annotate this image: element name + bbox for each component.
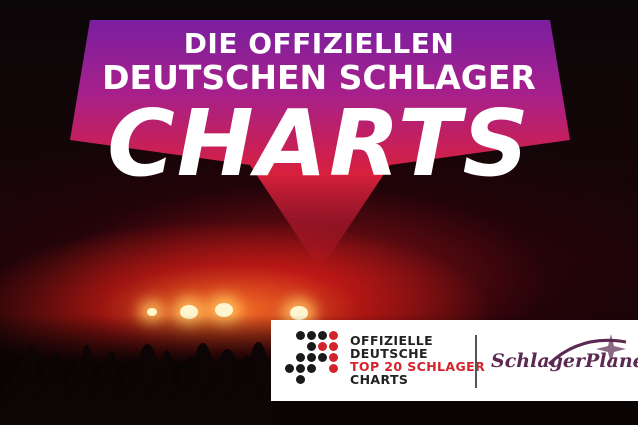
logo-dot [318,342,327,351]
headline-charts: CHARTS [107,90,531,197]
headline-line-1: DIE OFFIZIELLEN [183,27,455,60]
logo-dot [329,364,338,373]
logo-dot [307,342,316,351]
schlagerplanet-logo: SchlagerPlanet [491,350,638,372]
logo-box: OFFIZIELLE DEUTSCHE TOP 20 SCHLAGER CHAR… [271,320,638,401]
planet-arc-icon [547,334,627,366]
stage-light [147,308,157,316]
logo-dot [307,353,316,362]
logo-line-3: TOP 20 SCHLAGER [350,359,486,374]
logo-dot [296,331,305,340]
logo-dot [318,331,327,340]
logo-divider [475,335,477,388]
charts-logo-text: OFFIZIELLE DEUTSCHE TOP 20 SCHLAGER CHAR… [350,334,485,386]
logo-dot [296,353,305,362]
stage-light [215,303,233,317]
logo-dot [296,364,305,373]
headline-line-2: DEUTSCHEN SCHLAGER [102,58,536,97]
charts-dot-logo-icon [285,331,355,391]
logo-dot [329,342,338,351]
logo-dot [329,353,338,362]
logo-line-4: CHARTS [350,372,409,387]
logo-dot [307,331,316,340]
logo-dot [318,353,327,362]
logo-dot [329,331,338,340]
logo-dot [296,375,305,384]
logo-line-2: DEUTSCHE [350,346,428,361]
logo-dot [307,364,316,373]
logo-dot [285,364,294,373]
logo-line-1: OFFIZIELLE [350,333,434,348]
